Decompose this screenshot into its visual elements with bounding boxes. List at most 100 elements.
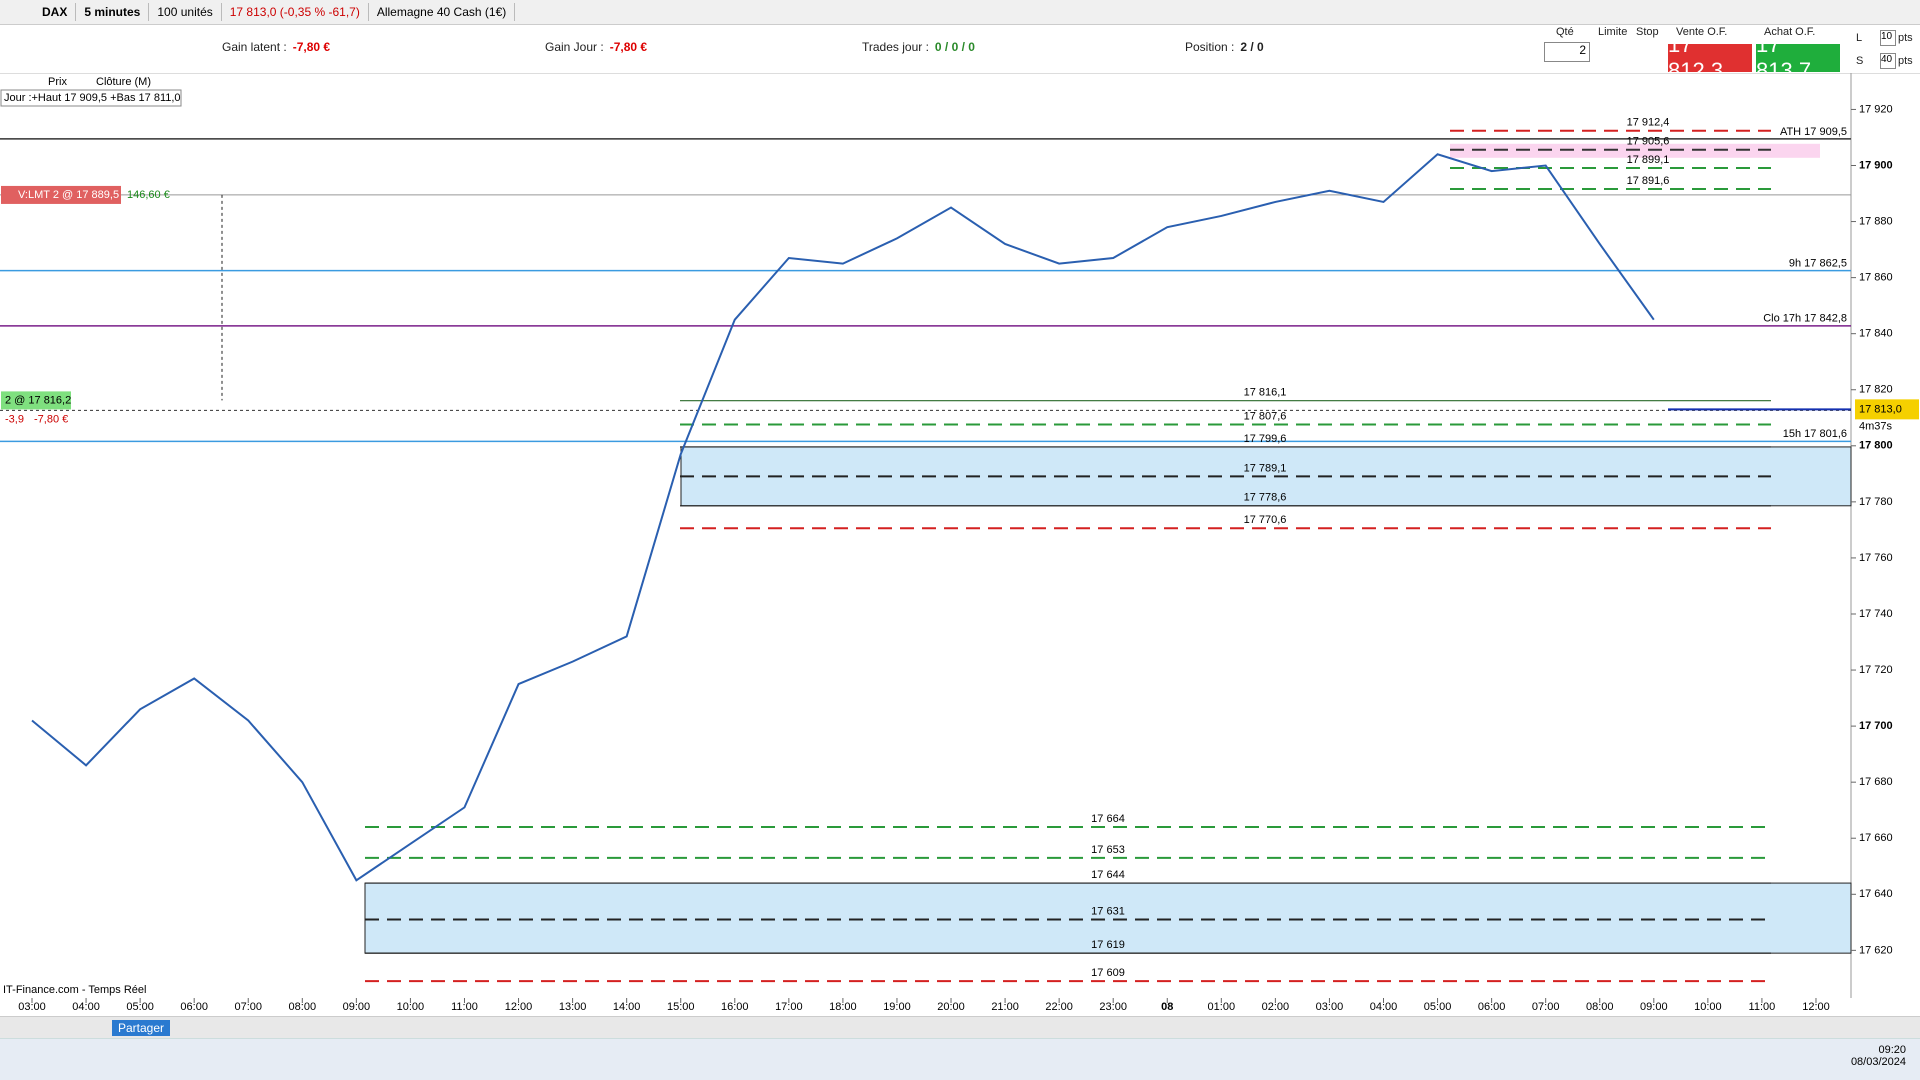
y-tick-label: 17 620 bbox=[1859, 944, 1893, 956]
l-label: L bbox=[1856, 32, 1863, 44]
stat: Gain latent : -7,80 € bbox=[222, 40, 330, 54]
level-label: 17 899,1 bbox=[1627, 154, 1670, 166]
x-tick-label: 08:00 bbox=[1586, 1001, 1614, 1013]
quote: 17 813,0 (-0,35 % -61,7) bbox=[222, 3, 369, 21]
order-tag bbox=[1, 185, 121, 204]
order-gain: 146,60 € bbox=[127, 189, 170, 201]
y-tick-label: 17 880 bbox=[1859, 215, 1893, 227]
y-tick-label: 17 700 bbox=[1859, 720, 1893, 732]
x-tick-label: 12:00 bbox=[1802, 1001, 1830, 1013]
y-tick-label: 17 800 bbox=[1859, 440, 1893, 452]
bottom-toolbar: Partager bbox=[0, 1016, 1920, 1039]
qty-label: Qté bbox=[1556, 26, 1574, 38]
legend-box bbox=[0, 89, 182, 107]
l-input[interactable]: 10 bbox=[1880, 30, 1896, 46]
stat-value: 0 / 0 / 0 bbox=[934, 40, 975, 54]
x-tick-label: 05:00 bbox=[126, 1001, 154, 1013]
x-tick-label: 16:00 bbox=[721, 1001, 749, 1013]
countdown: 4m37s bbox=[1859, 420, 1893, 432]
position-pts: -3,9 bbox=[5, 413, 24, 425]
price-tag bbox=[1855, 399, 1919, 420]
sell-label: Vente O.F. bbox=[1676, 26, 1728, 38]
x-tick-label: 15:00 bbox=[667, 1001, 695, 1013]
stop-label[interactable]: Stop bbox=[1636, 26, 1659, 38]
level-label: 17 807,6 bbox=[1244, 410, 1287, 422]
order-label: V:LMT 2 @ 17 889,5 bbox=[18, 189, 119, 201]
level-label: 17 891,6 bbox=[1627, 175, 1670, 187]
source: IT-Finance.com - Temps Réel bbox=[3, 984, 146, 996]
s-input[interactable]: 40 bbox=[1880, 53, 1896, 69]
level-label: 17 799,6 bbox=[1244, 433, 1287, 445]
x-tick-label: 11:00 bbox=[451, 1001, 478, 1013]
x-tick-label: 07:00 bbox=[1532, 1001, 1560, 1013]
x-tick-label: 09:00 bbox=[343, 1001, 371, 1013]
x-tick-label: 23:00 bbox=[1099, 1001, 1127, 1013]
taskbar: 09:20 08/03/2024 bbox=[0, 1038, 1920, 1080]
position-tag bbox=[1, 391, 71, 410]
level-label: 17 619 bbox=[1091, 939, 1125, 951]
y-tick-label: 17 920 bbox=[1859, 103, 1893, 115]
share-button[interactable]: Partager bbox=[112, 1020, 171, 1036]
stat: Gain Jour : -7,80 € bbox=[545, 40, 647, 54]
x-tick-label: 04:00 bbox=[72, 1001, 100, 1013]
unit: pts bbox=[1898, 32, 1913, 44]
y-tick-label: 17 660 bbox=[1859, 832, 1893, 844]
x-tick-label: 09:00 bbox=[1640, 1001, 1668, 1013]
stat: Position : 2 / 0 bbox=[1185, 40, 1264, 54]
legend-price[interactable]: Prix bbox=[48, 76, 67, 88]
buy-button[interactable]: 17 813,7 bbox=[1756, 32, 1840, 83]
buy-label: Achat O.F. bbox=[1764, 26, 1816, 38]
y-tick-label: 17 820 bbox=[1859, 384, 1893, 396]
level-label: 17 609 bbox=[1091, 967, 1125, 979]
x-tick-label: 04:00 bbox=[1370, 1001, 1398, 1013]
stat-value: -7,80 € bbox=[292, 40, 331, 54]
x-tick-label: 22:00 bbox=[1045, 1001, 1073, 1013]
x-tick-label: 02:00 bbox=[1262, 1001, 1290, 1013]
chart: Prix Clôture (M) Jour :+Haut 17 909,5 +B… bbox=[0, 73, 1920, 1013]
instrument[interactable]: DAX bbox=[34, 3, 77, 21]
x-tick-label: 03:00 bbox=[18, 1001, 46, 1013]
unit: pts bbox=[1898, 55, 1913, 67]
position-gain: -7,80 € bbox=[34, 413, 68, 425]
y-tick-label: 17 780 bbox=[1859, 496, 1893, 508]
position-label: 2 @ 17 816,2 bbox=[5, 394, 71, 406]
price-series bbox=[31, 153, 1655, 882]
level-label: 17 653 bbox=[1091, 844, 1125, 856]
stat-value: 2 / 0 bbox=[1240, 40, 1264, 54]
x-tick-label: 12:00 bbox=[505, 1001, 533, 1013]
qty-input[interactable]: 2 bbox=[1544, 42, 1590, 62]
x-tick-label: 01:00 bbox=[1208, 1001, 1236, 1013]
legend-close[interactable]: Clôture (M) bbox=[96, 76, 151, 88]
stat-label: Trades jour : bbox=[862, 40, 929, 54]
time: 09:20 bbox=[1878, 1044, 1906, 1056]
level-label: 17 631 bbox=[1091, 905, 1125, 917]
y-tick-label: 17 840 bbox=[1859, 328, 1893, 340]
level-label: 17 789,1 bbox=[1244, 462, 1287, 474]
stat-label: Gain latent : bbox=[222, 40, 287, 54]
x-tick-label: 10:00 bbox=[1694, 1001, 1722, 1013]
instrument-name: Allemagne 40 Cash (1€) bbox=[369, 3, 516, 21]
x-tick-label: 11:00 bbox=[1749, 1001, 1776, 1013]
level-label: 17 770,6 bbox=[1244, 514, 1287, 526]
level-label: 17 816,1 bbox=[1244, 387, 1287, 399]
y-tick-label: 17 900 bbox=[1859, 159, 1893, 171]
x-tick-label: 07:00 bbox=[234, 1001, 262, 1013]
x-tick-label: 21:00 bbox=[991, 1001, 1019, 1013]
sell-button[interactable]: 17 812,3 bbox=[1668, 32, 1752, 83]
zone bbox=[364, 882, 1852, 954]
toolbar: DAX 5 minutes 100 unités 17 813,0 (-0,35… bbox=[0, 0, 1920, 25]
stat-label: Gain Jour : bbox=[545, 40, 604, 54]
quantity[interactable]: 100 unités bbox=[149, 3, 222, 21]
x-tick-label: 14:00 bbox=[613, 1001, 641, 1013]
date: 08/03/2024 bbox=[1850, 1056, 1906, 1068]
limit-label[interactable]: Limite bbox=[1598, 26, 1628, 38]
timeframe[interactable]: 5 minutes bbox=[76, 3, 150, 21]
s-label: S bbox=[1856, 55, 1864, 67]
x-tick-label: 06:00 bbox=[180, 1001, 208, 1013]
stat-value: -7,80 € bbox=[609, 40, 648, 54]
x-tick-label: 08:00 bbox=[289, 1001, 317, 1013]
x-tick-label: 06:00 bbox=[1478, 1001, 1506, 1013]
y-tick-label: 17 860 bbox=[1859, 272, 1893, 284]
level-label: ATH 17 909,5 bbox=[1780, 126, 1847, 138]
